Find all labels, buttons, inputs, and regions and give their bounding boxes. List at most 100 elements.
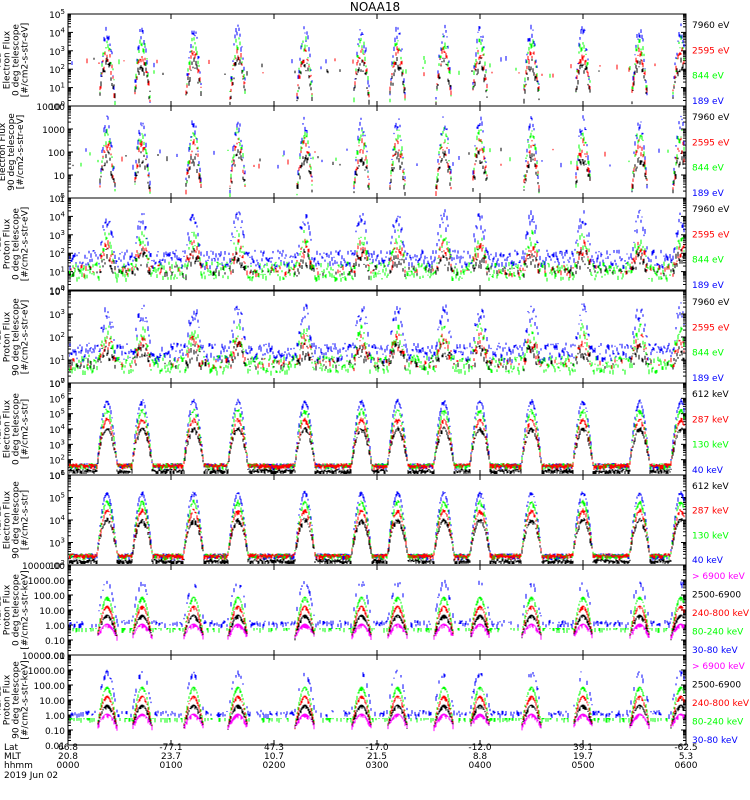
plot-title: NOAA18 bbox=[349, 0, 401, 14]
y-tick-label: 106 bbox=[49, 469, 65, 482]
y-tick-label: 105 bbox=[49, 8, 65, 21]
data-trace bbox=[70, 669, 685, 720]
legend-entry: 287 keV bbox=[692, 415, 729, 425]
legend-entry: 844 eV bbox=[692, 72, 725, 82]
legend-entry: 240-800 keV bbox=[692, 609, 750, 619]
x-axis-value: 47.3 bbox=[264, 743, 284, 753]
panel-7: 0.010.101.0010.00100.001000.0010000.00ME… bbox=[0, 562, 750, 662]
data-trace bbox=[69, 417, 685, 471]
panel-frame bbox=[67, 654, 687, 746]
y-axis-label: TEDProton Flux90 deg telescope[#/cm2-s-s… bbox=[0, 298, 31, 376]
y-tick-label: 105 bbox=[49, 192, 65, 205]
y-tick-label: 105 bbox=[49, 408, 65, 421]
data-trace bbox=[85, 115, 685, 196]
y-tick-label: 0.10 bbox=[45, 637, 65, 647]
y-tick-label: 100 bbox=[49, 100, 65, 113]
data-trace bbox=[69, 579, 684, 630]
traces bbox=[69, 398, 685, 474]
panel-frame bbox=[67, 382, 687, 476]
panel-5: 101 102 103 104 105 106 107 MEPEDElectron Flux0… bbox=[0, 377, 729, 482]
data-trace bbox=[99, 35, 685, 105]
data-trace bbox=[93, 56, 685, 105]
panel-6: 102 103 104 105 106 MEPEDElectron Flux90 deg … bbox=[0, 469, 729, 572]
y-tick-label: 101 bbox=[49, 82, 65, 95]
legend-entry: 40 keV bbox=[692, 466, 724, 476]
legend-entry: 2595 eV bbox=[692, 230, 730, 240]
x-axis-value: 0000 bbox=[57, 761, 80, 771]
x-axis-value: 66.8 bbox=[58, 743, 78, 753]
panel-frame bbox=[67, 197, 687, 291]
data-trace bbox=[80, 127, 685, 197]
x-axis-value: -17.0 bbox=[365, 743, 389, 753]
data-trace bbox=[72, 147, 685, 196]
legend-entry: 2595 eV bbox=[692, 138, 730, 148]
legend-entry: 2595 eV bbox=[692, 46, 730, 56]
y-tick-label: 107 bbox=[49, 377, 65, 390]
y-tick-label: 10 bbox=[54, 172, 66, 182]
y-tick-label: 0.10 bbox=[45, 727, 65, 737]
x-axis-value: 21.5 bbox=[367, 752, 387, 762]
data-trace bbox=[70, 239, 685, 278]
y-tick-label: 101 bbox=[49, 469, 65, 482]
x-axis-value: 19.7 bbox=[573, 752, 593, 762]
y-axis-label: Electron Flux90 deg telescope[#/cm2-s-st… bbox=[0, 113, 26, 191]
panel-frame bbox=[67, 290, 687, 384]
x-axis-value: -62.5 bbox=[674, 743, 697, 753]
y-tick-label: 102 bbox=[49, 247, 65, 260]
y-tick-label: 103 bbox=[49, 537, 65, 550]
panel-frame bbox=[67, 13, 687, 107]
panel-2: 1 10 100 1000 10000 Electron Flux90 deg teles… bbox=[0, 103, 730, 205]
y-tick-label: 104 bbox=[49, 210, 65, 223]
data-trace bbox=[97, 713, 685, 732]
y-axis-label: MEPEDProton Flux0 deg telescope[#/cm2-s-… bbox=[0, 570, 31, 649]
panel-4: 100 101 102 103 104 TEDProton Flux90 deg tele… bbox=[0, 285, 730, 390]
x-axis-date: 2019 Jun 02 bbox=[4, 771, 58, 781]
data-trace bbox=[69, 686, 685, 729]
y-tick-label: 104 bbox=[49, 26, 65, 39]
y-tick-label: 105 bbox=[49, 492, 65, 505]
x-axis-value: 0200 bbox=[263, 761, 286, 771]
data-trace bbox=[97, 623, 685, 641]
legend-entry: 189 eV bbox=[692, 281, 725, 291]
legend-entry: 30-80 keV bbox=[692, 646, 738, 656]
traces bbox=[69, 302, 685, 376]
data-trace bbox=[69, 499, 685, 561]
y-tick-label: 104 bbox=[49, 285, 65, 298]
y-tick-label: 103 bbox=[49, 308, 65, 321]
legend-entry: 2500-6900 bbox=[692, 681, 741, 691]
data-trace bbox=[72, 248, 685, 281]
data-trace bbox=[71, 341, 685, 372]
x-axis-value: 10.7 bbox=[264, 752, 284, 762]
data-trace bbox=[69, 490, 685, 561]
legend-entry: 612 keV bbox=[692, 390, 729, 400]
x-axis-value: 5.3 bbox=[679, 752, 693, 762]
panel-3: 100 101 102 103 104 105 TEDProton Flux0 deg te… bbox=[0, 192, 730, 297]
legend-entry: 189 eV bbox=[692, 189, 725, 199]
data-trace bbox=[69, 209, 685, 271]
legend-entry: 7960 eV bbox=[692, 298, 730, 308]
x-axis-value: 39.1 bbox=[573, 743, 593, 753]
data-trace bbox=[69, 517, 685, 564]
traces bbox=[72, 115, 685, 197]
legend-entry: 7960 eV bbox=[692, 21, 730, 31]
legend-entry: 7960 eV bbox=[692, 113, 730, 123]
traces bbox=[69, 579, 685, 641]
legend-entry: 612 keV bbox=[692, 482, 729, 492]
y-tick-label: 102 bbox=[49, 454, 65, 467]
y-tick-label: 102 bbox=[49, 331, 65, 344]
panel-8: 0.01 0.10 1.00 10.00 100.00 1000.00 10000.00ME… bbox=[0, 652, 750, 752]
legend-entry: > 6900 keV bbox=[692, 572, 746, 582]
legend-entry: 2500-6900 bbox=[692, 591, 741, 601]
legend-entry: 240-800 keV bbox=[692, 699, 750, 709]
legend-entry: 40 keV bbox=[692, 556, 724, 566]
legend-entry: 30-80 keV bbox=[692, 736, 738, 746]
y-tick-label: 102 bbox=[49, 559, 65, 572]
x-axis-value: 0400 bbox=[469, 761, 492, 771]
data-trace bbox=[69, 508, 685, 561]
y-tick-label: 0.01 bbox=[45, 652, 65, 662]
y-tick-label: 103 bbox=[49, 229, 65, 242]
data-trace bbox=[69, 302, 685, 364]
data-trace bbox=[99, 137, 685, 196]
legend-entry: 844 eV bbox=[692, 256, 725, 266]
